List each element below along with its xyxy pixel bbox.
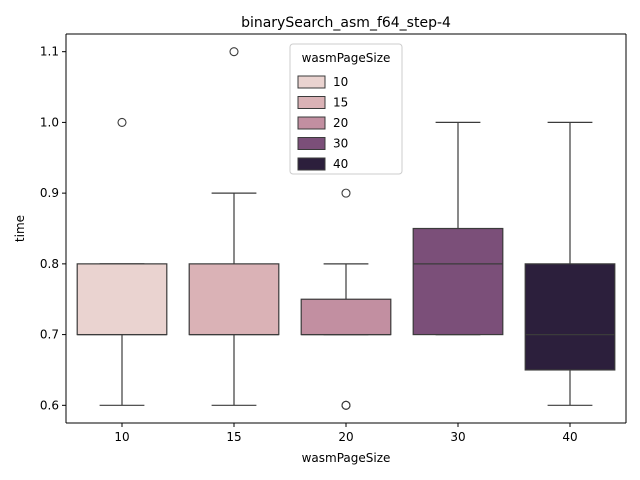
y-tick-label: 1.0 — [40, 115, 59, 129]
y-tick-label: 0.7 — [40, 328, 59, 342]
legend-entry-label: 30 — [333, 137, 348, 151]
legend-swatch — [297, 75, 326, 89]
x-tick-label: 10 — [114, 430, 129, 444]
legend-swatch — [297, 96, 326, 109]
legend-swatch — [297, 137, 326, 150]
legend-entry-label: 15 — [333, 96, 348, 110]
outlier-point — [117, 117, 127, 127]
outlier-point — [229, 47, 239, 57]
x-tick-label: 15 — [226, 430, 241, 444]
x-tick-label: 30 — [450, 430, 465, 444]
box-10 — [76, 263, 168, 336]
chart-title: binarySearch_asm_f64_step-4 — [241, 15, 451, 31]
y-axis-label: time — [13, 215, 27, 242]
y-tick-label: 0.9 — [40, 186, 59, 200]
x-tick-label: 40 — [562, 430, 577, 444]
outlier-point — [341, 188, 351, 198]
legend-entry-label: 10 — [333, 75, 348, 89]
outlier-point — [341, 400, 351, 410]
legend-swatch — [297, 116, 326, 130]
box-20 — [300, 298, 392, 336]
box-30 — [412, 227, 504, 336]
y-tick-label: 1.1 — [40, 45, 59, 59]
legend-swatch — [297, 157, 326, 171]
box-40 — [524, 263, 616, 371]
x-tick-label: 20 — [338, 430, 353, 444]
x-axis-label: wasmPageSize — [302, 451, 391, 465]
y-tick-label: 0.8 — [40, 257, 59, 271]
box-15 — [188, 263, 280, 336]
y-tick-label: 0.6 — [40, 398, 59, 412]
legend-entry-label: 40 — [333, 157, 348, 171]
legend-entry-label: 20 — [333, 116, 348, 130]
legend-title: wasmPageSize — [302, 51, 391, 65]
